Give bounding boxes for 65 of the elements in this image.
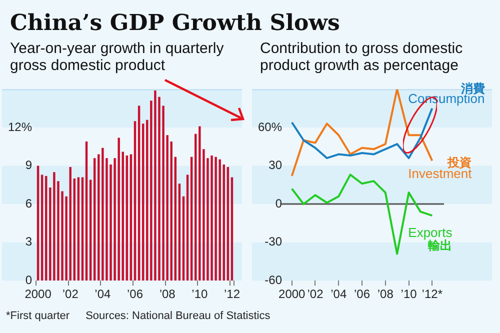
bar xyxy=(142,124,144,281)
x-tick-label: ’06 xyxy=(127,287,144,302)
bar xyxy=(214,156,217,281)
bar xyxy=(85,142,88,281)
x-tick-label: ’04 xyxy=(94,287,112,302)
bar xyxy=(93,158,96,281)
source-note: Sources: National Bureau of Statistics xyxy=(86,310,270,322)
bar xyxy=(222,164,226,281)
bar xyxy=(73,178,76,281)
bar xyxy=(36,166,40,281)
bar xyxy=(182,196,185,281)
x-tick-label: ’12* xyxy=(422,287,443,302)
y-tick-label: 3 xyxy=(25,234,32,249)
y-tick-label: 60% xyxy=(258,120,282,134)
x-tick-label: ’08 xyxy=(377,287,394,302)
chart-subtitle: Year-on-year growth in quarterly gross domestic product xyxy=(9,39,225,76)
bar xyxy=(45,176,48,281)
bar xyxy=(53,172,56,281)
x-tick-label: 2000 xyxy=(24,287,52,302)
bar xyxy=(89,180,92,281)
bar xyxy=(210,156,213,281)
y-tick-label: -30 xyxy=(264,234,282,249)
bar xyxy=(40,174,44,281)
bar xyxy=(174,156,177,281)
x-tick-label: ’02 xyxy=(62,287,79,302)
series-label: Exports xyxy=(408,225,453,240)
bar xyxy=(130,154,132,281)
annotation: 輸出 xyxy=(427,238,452,252)
bar xyxy=(102,148,104,281)
x-tick-label: ’04 xyxy=(330,287,347,302)
bar xyxy=(134,121,136,281)
bar xyxy=(118,138,120,281)
bar xyxy=(226,167,230,281)
y-tick-label: -60 xyxy=(264,272,282,287)
text: *First quarter xyxy=(6,310,70,322)
y-tick-label: 6 xyxy=(25,196,32,210)
x-tick-label: ’02 xyxy=(307,287,324,302)
bar xyxy=(230,177,234,281)
bar xyxy=(77,177,80,281)
chart-title: China’s GDP Growth Slows xyxy=(10,10,340,36)
bar xyxy=(154,90,156,281)
x-tick-label: ’06 xyxy=(354,287,370,302)
x-tick-label: ’12 xyxy=(224,287,240,302)
bar xyxy=(178,184,181,281)
bar xyxy=(190,156,193,281)
bar xyxy=(81,177,84,281)
bar xyxy=(146,120,148,281)
bar xyxy=(198,126,201,281)
y-tick-label: 30 xyxy=(268,158,282,172)
y-tick-label: 9 xyxy=(25,158,32,172)
y-tick-label: 12% xyxy=(8,120,32,134)
bar xyxy=(186,174,189,281)
x-tick-label: ’08 xyxy=(159,287,176,302)
x-tick-label: ’10 xyxy=(192,287,208,302)
bar xyxy=(69,167,72,281)
x-tick-label: 2000 xyxy=(278,287,306,302)
bar xyxy=(218,159,221,281)
bar xyxy=(122,152,124,281)
bar xyxy=(126,156,128,281)
chart-subtitle: Contribution to gross domestic product growth as percentage xyxy=(259,39,464,76)
bar xyxy=(138,106,140,281)
y-tick-label: 0 xyxy=(25,272,32,287)
x-tick-label: ’10 xyxy=(400,287,418,302)
bar xyxy=(170,142,172,281)
bar xyxy=(194,134,197,281)
